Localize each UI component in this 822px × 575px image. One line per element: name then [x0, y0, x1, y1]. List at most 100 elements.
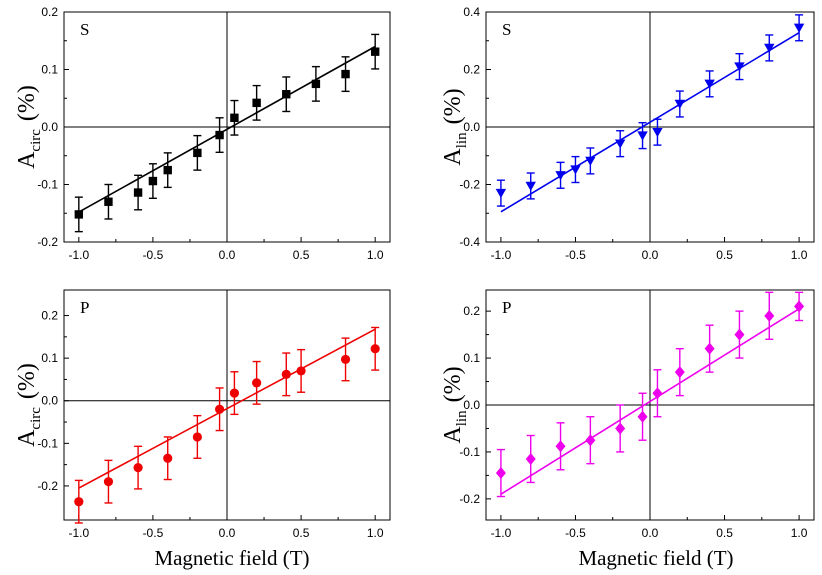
x-axis-label: Magnetic field (T) [578, 546, 733, 570]
x-tick-label: 0.0 [642, 248, 659, 262]
data-point [570, 165, 581, 175]
data-point [281, 369, 291, 379]
data-point [764, 309, 775, 322]
data-point [74, 497, 84, 507]
data-point [133, 188, 143, 197]
y-axis-label: Acirc(%) [14, 363, 44, 447]
y-tick-label: -0.2 [459, 178, 480, 192]
data-point [495, 188, 507, 199]
y-tick-label: 0.2 [41, 5, 58, 19]
data-point [370, 344, 380, 354]
y-tick-label: -0.4 [459, 235, 480, 249]
data-point [252, 98, 261, 108]
x-tick-label: 0.5 [293, 248, 310, 262]
x-tick-label: 1.0 [367, 248, 384, 262]
data-point [495, 467, 506, 480]
data-point [734, 62, 745, 72]
x-tick-label: -1.0 [491, 526, 512, 540]
y-tick-label: 0.2 [463, 304, 480, 318]
data-point [585, 156, 596, 166]
fit-line [500, 32, 800, 213]
panel-2: -1.0 -0.5 0.0 0.5 1.0 -0.4 -0.2 0.0 0.2 0.4 S Alin(… [440, 5, 815, 262]
data-point [794, 300, 805, 313]
x-tick-label: 0.5 [293, 526, 310, 540]
x-tick-label: -0.5 [143, 248, 164, 262]
panel-label: P [502, 298, 511, 317]
data-point [764, 43, 775, 53]
data-point [555, 171, 566, 181]
data-point [311, 79, 321, 89]
x-tick-label: 1.0 [367, 526, 384, 540]
fit-line [78, 45, 376, 213]
data-point [133, 463, 143, 473]
y-tick-label: 0.1 [41, 63, 58, 77]
data-point [704, 79, 715, 89]
y-tick-label: 0.0 [463, 120, 480, 134]
fit-line [78, 328, 376, 489]
y-axis-label: Acirc(%) [14, 85, 44, 169]
y-axis-label: Alin(%) [440, 88, 470, 165]
data-point [525, 452, 536, 465]
y-tick-label: -0.1 [459, 445, 480, 459]
panel-label: S [80, 20, 89, 39]
y-tick-label: 0.2 [463, 63, 480, 77]
data-point [230, 113, 239, 122]
x-tick-label: 0.0 [642, 526, 659, 540]
y-tick-label: -0.2 [459, 492, 480, 506]
x-tick-label: 0.0 [219, 526, 236, 540]
data-point [282, 90, 291, 99]
data-point [252, 378, 262, 388]
y-tick-label: -0.2 [37, 235, 58, 249]
panel-4: -1.0 -0.5 0.0 0.5 1.0 -0.2 -0.1 0.0 0.1 0.2 P Alin(… [440, 289, 815, 570]
y-tick-label: 0.1 [41, 351, 58, 365]
data-point [525, 181, 536, 191]
y-tick-label: 0.0 [463, 398, 480, 412]
data-point [652, 127, 663, 138]
data-point [214, 404, 225, 414]
x-tick-label: -1.0 [68, 248, 89, 262]
data-point [734, 328, 745, 341]
y-tick-label: 0.0 [41, 120, 58, 134]
data-point [793, 23, 805, 33]
data-point [340, 354, 351, 365]
data-point [296, 366, 306, 376]
x-axis-label: Magnetic field (T) [154, 546, 309, 570]
data-point [674, 366, 685, 379]
x-tick-label: 1.0 [791, 526, 808, 540]
data-point [229, 388, 240, 398]
x-tick-label: -0.5 [565, 248, 586, 262]
y-tick-label: 0.4 [463, 5, 480, 19]
data-point [674, 99, 686, 109]
x-tick-label: -0.5 [565, 526, 586, 540]
panel-label: S [502, 20, 511, 39]
y-tick-label: 0.1 [463, 351, 480, 365]
x-tick-label: 0.0 [219, 248, 236, 262]
data-point [704, 342, 715, 355]
data-point [555, 440, 566, 453]
x-tick-label: -0.5 [143, 526, 164, 540]
y-tick-label: 0.2 [41, 309, 58, 323]
data-point [193, 148, 202, 158]
data-point [637, 131, 648, 141]
y-tick-label: -0.2 [37, 479, 58, 493]
data-point [74, 210, 84, 219]
data-point [192, 432, 202, 442]
y-tick-label: -0.1 [37, 178, 58, 192]
fit-line [500, 308, 800, 495]
data-point [370, 47, 380, 56]
data-point [615, 422, 626, 435]
x-tick-label: -1.0 [68, 526, 89, 540]
data-point [148, 176, 158, 186]
panel-3: -1.0 -0.5 0.0 0.5 1.0 -0.2 -0.1 0.0 0.1 0.2 P Acirc… [14, 289, 391, 570]
data-point [163, 453, 173, 463]
data-point [103, 477, 114, 487]
x-tick-label: 0.5 [716, 248, 733, 262]
panel-label: P [80, 298, 89, 317]
x-tick-label: 1.0 [791, 248, 808, 262]
data-point [215, 130, 224, 140]
data-point [637, 410, 648, 423]
x-tick-label: -1.0 [491, 248, 512, 262]
y-axis-label: Alin(%) [440, 366, 470, 443]
data-point [341, 69, 350, 79]
